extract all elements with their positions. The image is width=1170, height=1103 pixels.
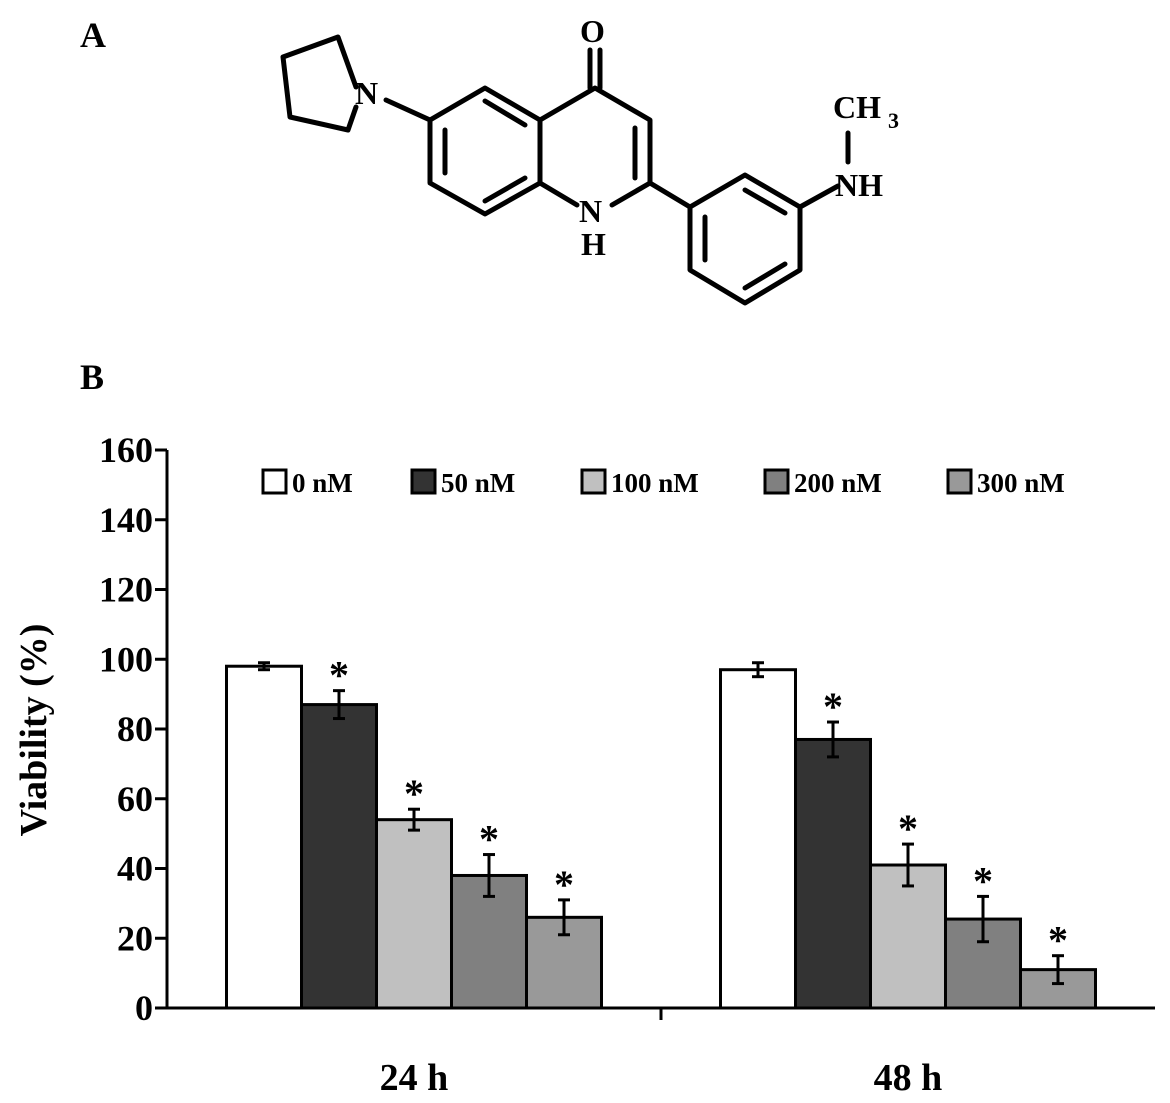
amine-label: NH: [835, 167, 883, 203]
methyl-subscript: 3: [888, 108, 899, 133]
significance-star: *: [1048, 918, 1068, 963]
y-axis-title: Viability (%): [13, 624, 55, 837]
y-tick-label: 120: [99, 570, 153, 610]
legend-swatch: [410, 468, 437, 495]
significance-star: *: [898, 806, 918, 851]
n-aryl-bond: [383, 97, 433, 123]
y-tick-label: 160: [99, 430, 153, 470]
legend-swatch: [261, 468, 288, 495]
legend-label: 100 nM: [611, 468, 699, 498]
y-tick-label: 80: [117, 709, 153, 749]
y-tick-label: 100: [99, 639, 153, 679]
pyrrolidine-nitrogen: N: [355, 75, 378, 111]
chart-bars: * * * * * * * *: [225, 653, 1097, 1010]
panel-a-label: A: [80, 15, 106, 55]
bar: [794, 737, 872, 1010]
bar: [869, 863, 947, 1010]
quinolinone-pyridone-ring: [537, 85, 653, 208]
y-tick-label: 40: [117, 849, 153, 889]
significance-star: *: [823, 684, 843, 729]
methyl-label: CH: [833, 89, 881, 125]
phenyl-ring: [687, 172, 803, 306]
significance-star: *: [479, 817, 499, 862]
bar: [719, 668, 797, 1010]
x-category-label: 24 h: [380, 1057, 449, 1099]
y-tick-label: 60: [117, 779, 153, 819]
y-tick-label: 140: [99, 500, 153, 540]
legend-label: 0 nM: [292, 468, 353, 498]
y-tick-label: 0: [135, 988, 153, 1028]
significance-star: *: [554, 862, 574, 907]
x-category-label: 48 h: [874, 1057, 943, 1099]
legend-swatch: [946, 468, 973, 495]
oxygen-atom: O: [580, 13, 605, 49]
legend-swatch: [763, 468, 790, 495]
legend-label: 300 nM: [977, 468, 1065, 498]
aryl-bond: [647, 180, 693, 210]
chemical-structure: O N N H CH 3 NH: [280, 13, 899, 306]
ring-hydrogen: H: [581, 226, 606, 262]
pyrrolidine-ring: [280, 34, 359, 133]
legend-label: 200 nM: [794, 468, 882, 498]
bar: [225, 664, 303, 1010]
bar: [375, 818, 453, 1010]
significance-star: *: [329, 653, 349, 698]
y-tick-label: 20: [117, 918, 153, 958]
bar: [300, 703, 378, 1010]
legend-swatch: [580, 468, 607, 495]
panel-b-label: B: [80, 357, 105, 397]
chart-legend: 0 nM 50 nM 100 nM 200 nM 300 nM: [261, 468, 1065, 498]
legend-label: 50 nM: [441, 468, 515, 498]
significance-star: *: [404, 771, 424, 816]
ring-nitrogen: N: [579, 193, 602, 229]
significance-star: *: [973, 858, 993, 903]
